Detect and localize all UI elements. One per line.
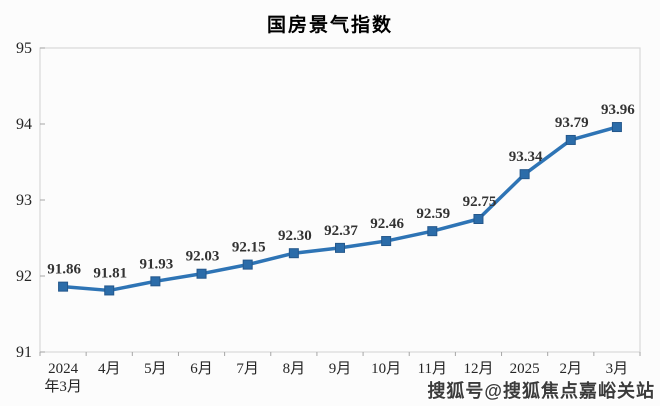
data-point-label: 92.75 — [463, 194, 497, 210]
data-point-label: 93.34 — [509, 149, 543, 165]
x-axis-tick-label: 11月 — [418, 361, 447, 377]
x-axis-tick-label: 5月 — [144, 361, 167, 377]
x-axis-tick-label: 4月 — [98, 361, 121, 377]
data-point-marker — [242, 259, 253, 270]
x-axis-tick-label: 9月 — [329, 361, 352, 377]
data-point-marker — [611, 122, 622, 133]
plot-border — [39, 47, 641, 353]
data-point-label: 93.96 — [601, 102, 635, 118]
x-axis-tick-label: 12月 — [463, 361, 493, 377]
x-axis-tick-label: 3月 — [606, 361, 629, 377]
data-point-marker — [104, 285, 115, 296]
data-point-label: 91.81 — [93, 265, 127, 281]
data-point-marker — [381, 236, 392, 247]
data-point-marker — [473, 214, 484, 224]
data-point-label: 93.79 — [555, 115, 589, 131]
y-axis-tick-label: 92 — [16, 268, 32, 285]
data-point-marker — [196, 268, 207, 279]
data-point-label: 92.37 — [324, 223, 358, 239]
x-axis-tick-label: 10月 — [371, 361, 401, 377]
data-point-label: 92.59 — [416, 206, 450, 222]
data-point-marker — [335, 242, 345, 253]
data-point-marker — [288, 248, 299, 259]
data-point-marker — [427, 226, 438, 237]
data-point-label: 91.93 — [140, 256, 174, 272]
x-axis-tick-label: 8月 — [283, 361, 306, 377]
data-point-label: 92.03 — [186, 249, 220, 265]
data-point-label: 92.46 — [370, 216, 404, 232]
data-point-label: 92.15 — [232, 240, 266, 256]
y-axis-tick-label: 93 — [16, 192, 32, 209]
y-axis-tick-label: 91 — [16, 344, 32, 361]
x-axis-tick-label: 2月 — [560, 361, 583, 377]
x-axis-tick-label: 2025 — [510, 361, 540, 377]
data-point-label: 92.30 — [278, 228, 312, 244]
data-point-marker — [58, 281, 69, 292]
x-axis-tick-label: 7月 — [236, 361, 259, 377]
data-point-marker — [565, 134, 576, 145]
y-axis-tick-label: 95 — [16, 40, 32, 57]
x-axis-tick-label: 2024 年3月 — [44, 361, 82, 395]
watermark: 搜狐号@搜狐焦点嘉峪关站 — [427, 381, 655, 401]
chart-title: 国房景气指数 — [266, 15, 393, 36]
y-axis-tick-label: 94 — [16, 116, 32, 133]
data-point-label: 91.86 — [47, 262, 81, 278]
x-axis-tick-label: 6月 — [190, 361, 213, 377]
data-point-marker — [150, 276, 161, 287]
data-point-marker — [519, 169, 530, 180]
